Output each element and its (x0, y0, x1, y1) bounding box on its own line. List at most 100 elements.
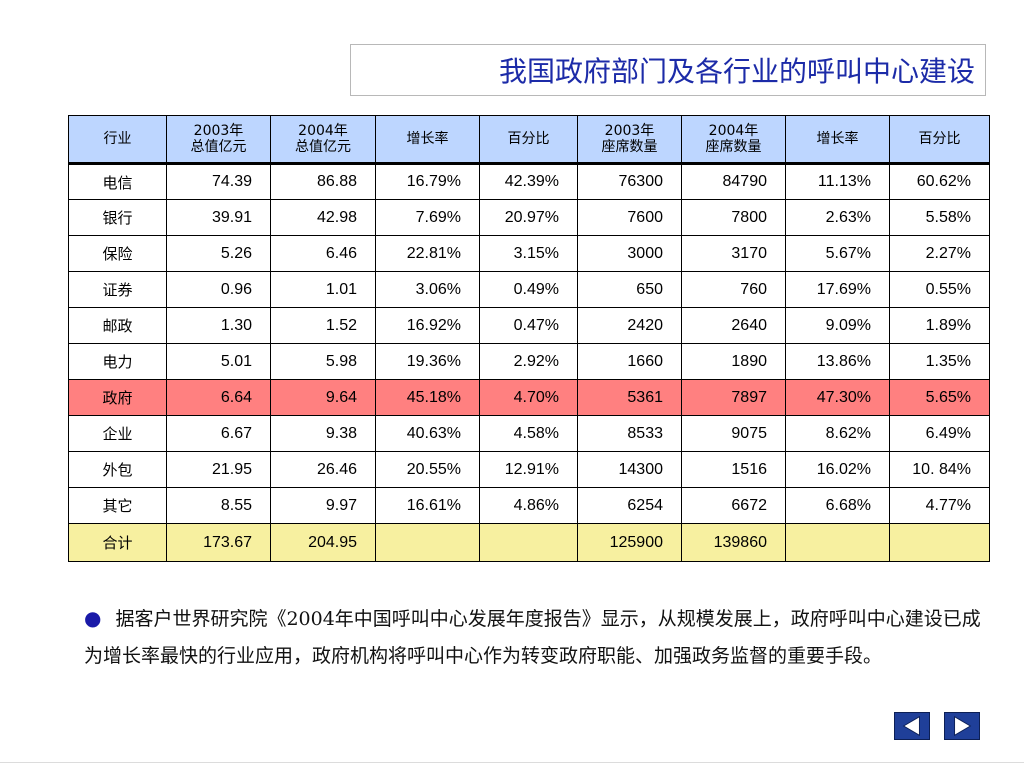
table-row: 外包 21.95 26.46 20.55% 12.91% 14300 1516 16.02% 1… (68, 451, 990, 488)
table-row: 政府 6.64 9.64 45.18% 4.70% 5361 7897 47.30% 5.65% (68, 379, 990, 416)
industry-cell: 邮政 (68, 307, 167, 344)
table-row: 保险 5.26 6.46 22.81% 3.15% 3000 3170 5.67% 2.27% (68, 235, 990, 272)
column-header: 2004年 总值亿元 (270, 115, 376, 165)
table-cell: 9.64 (270, 379, 376, 416)
table-cell: 11.13% (785, 163, 890, 200)
table-cell: 5361 (577, 379, 682, 416)
table-cell (375, 523, 480, 562)
industry-cell: 合计 (68, 523, 167, 562)
column-header: 2003年 总值亿元 (166, 115, 271, 165)
column-header: 增长率 (785, 115, 890, 165)
table-cell: 17.69% (785, 271, 890, 308)
left-triangle-icon (902, 715, 920, 737)
table-cell: 4.58% (479, 415, 578, 452)
table-cell: 16.92% (375, 307, 480, 344)
total-row: 合计 173.67 204.95 125900 139860 (68, 523, 990, 562)
table-cell: 2420 (577, 307, 682, 344)
table-cell: 5.65% (889, 379, 990, 416)
table-cell: 20.97% (479, 199, 578, 236)
table-cell: 74.39 (166, 163, 271, 200)
table-cell: 42.39% (479, 163, 578, 200)
table-cell: 6.67 (166, 415, 271, 452)
column-header-line1: 增长率 (406, 131, 449, 147)
column-header-line2: 座席数量 (601, 139, 658, 155)
table-cell: 5.58% (889, 199, 990, 236)
table-cell: 7897 (681, 379, 786, 416)
table-cell: 8533 (577, 415, 682, 452)
industry-cell: 银行 (68, 199, 167, 236)
table-cell: 1516 (681, 451, 786, 488)
table-row: 电力 5.01 5.98 19.36% 2.92% 1660 1890 13.86% 1.35% (68, 343, 990, 380)
industry-cell: 保险 (68, 235, 167, 272)
table-cell: 4.70% (479, 379, 578, 416)
table-cell: 5.67% (785, 235, 890, 272)
table-cell: 6.46 (270, 235, 376, 272)
table-cell: 2640 (681, 307, 786, 344)
table-cell: 6.68% (785, 487, 890, 524)
bullet-icon: ● (84, 606, 102, 630)
table-cell: 20.55% (375, 451, 480, 488)
table-cell: 47.30% (785, 379, 890, 416)
column-header-line1: 增长率 (816, 131, 859, 147)
prev-slide-button[interactable] (894, 712, 930, 740)
table-cell: 4.86% (479, 487, 578, 524)
table-cell: 16.79% (375, 163, 480, 200)
column-header: 2003年 座席数量 (577, 115, 682, 165)
industry-cell: 其它 (68, 487, 167, 524)
column-header-line2: 总值亿元 (295, 139, 351, 155)
table-cell (889, 523, 990, 562)
table-cell: 16.61% (375, 487, 480, 524)
table-cell: 84790 (681, 163, 786, 200)
table-cell: 9.97 (270, 487, 376, 524)
next-slide-button[interactable] (944, 712, 980, 740)
column-header-line1: 2004年 (708, 123, 759, 139)
table-row: 银行 39.91 42.98 7.69% 20.97% 7600 7800 2.63% 5.58… (68, 199, 990, 236)
table-cell: 5.01 (166, 343, 271, 380)
table-cell: 16.02% (785, 451, 890, 488)
table-cell: 7600 (577, 199, 682, 236)
column-header-line1: 2003年 (604, 123, 655, 139)
column-header-line2: 座席数量 (705, 139, 762, 155)
column-header-line2: 总值亿元 (190, 139, 247, 155)
table-cell: 650 (577, 271, 682, 308)
column-header: 百分比 (889, 115, 990, 165)
table-cell: 3.06% (375, 271, 480, 308)
call-center-table: 行业 2003年 总值亿元 2004年 总值亿元 增长率 百分比 2003年 座席数量 2004年… (68, 115, 990, 562)
table-cell: 9.38 (270, 415, 376, 452)
table-cell: 26.46 (270, 451, 376, 488)
industry-cell: 外包 (68, 451, 167, 488)
table-cell: 1.01 (270, 271, 376, 308)
bottom-divider (0, 762, 1024, 763)
table-cell: 42.98 (270, 199, 376, 236)
table-cell: 8.55 (166, 487, 271, 524)
column-header-line1: 2004年 (298, 123, 348, 139)
table-cell: 0.55% (889, 271, 990, 308)
table-cell: 6254 (577, 487, 682, 524)
column-header-line1: 百分比 (918, 131, 961, 147)
table-cell (479, 523, 578, 562)
table-cell: 139860 (681, 523, 786, 562)
table-cell: 7.69% (375, 199, 480, 236)
note-paragraph: ● 据客户世界研究院《2004年中国呼叫中心发展年度报告》显示，从规模发展上，政府… (84, 600, 989, 675)
table-cell: 9.09% (785, 307, 890, 344)
table-header: 行业 2003年 总值亿元 2004年 总值亿元 增长率 百分比 2003年 座席数量 2004年… (68, 115, 990, 165)
note-text: 据客户世界研究院《2004年中国呼叫中心发展年度报告》显示，从规模发展上，政府呼… (84, 608, 981, 667)
table-cell: 6.49% (889, 415, 990, 452)
table-cell: 14300 (577, 451, 682, 488)
table-cell: 45.18% (375, 379, 480, 416)
table-cell: 1.35% (889, 343, 990, 380)
column-header: 百分比 (479, 115, 578, 165)
table-cell: 21.95 (166, 451, 271, 488)
table-cell: 19.36% (375, 343, 480, 380)
table-cell: 1660 (577, 343, 682, 380)
table-cell: 4.77% (889, 487, 990, 524)
table-cell: 6.64 (166, 379, 271, 416)
table-cell: 9075 (681, 415, 786, 452)
table-cell: 3170 (681, 235, 786, 272)
table-row: 电信 74.39 86.88 16.79% 42.39% 76300 84790 11.13%… (68, 163, 990, 200)
table-cell: 0.49% (479, 271, 578, 308)
table-cell: 3000 (577, 235, 682, 272)
table-cell: 125900 (577, 523, 682, 562)
column-header-line1: 行业 (103, 131, 132, 147)
industry-cell: 政府 (68, 379, 167, 416)
